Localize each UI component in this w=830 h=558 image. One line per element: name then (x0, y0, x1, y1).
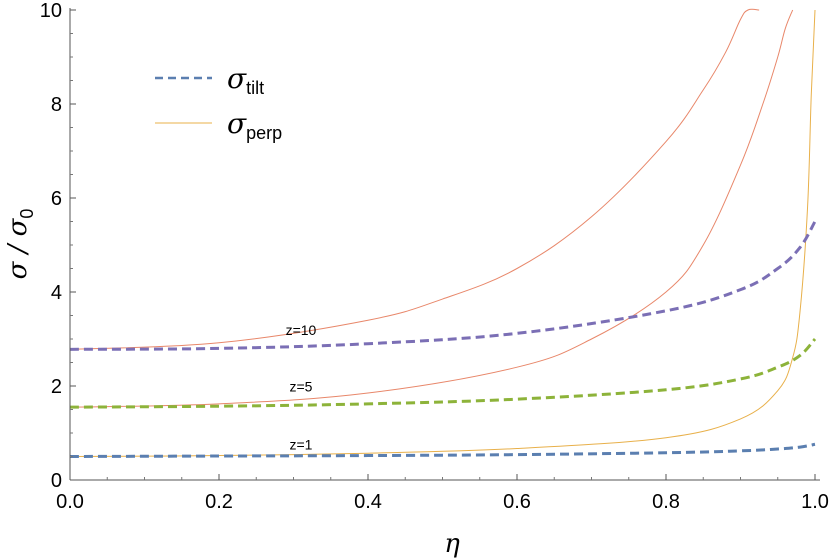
series-layer (70, 8, 817, 458)
y-tick-label: 4 (51, 282, 62, 304)
ticks: 0.0 0.2 0.4 0.6 0.8 1.0 0 2 4 6 8 10 (40, 0, 829, 513)
annotations: z=10 z=5 z=1 (286, 322, 317, 452)
series-line-tilt-z1 (70, 442, 816, 458)
series-line-tilt-z10 (70, 220, 817, 351)
x-tick-label: 0.0 (56, 491, 84, 513)
y-tick-label: 6 (51, 188, 62, 210)
y-axis-label-main: σ / σ (3, 217, 33, 279)
y-axis-label: σ / σ0 (3, 209, 37, 280)
x-tick-label: 0.4 (354, 491, 382, 513)
series-line-perp-z5 (70, 9, 794, 408)
y-axis-label-sub: 0 (17, 209, 37, 219)
y-tick-label: 2 (51, 376, 62, 398)
series-line-perp-z10 (70, 8, 760, 350)
svg-text:σ / σ0: σ / σ0 (3, 209, 37, 280)
legend-label-perp: σperp (227, 107, 282, 143)
curve-annotation: z=10 (286, 322, 317, 338)
axes (69, 8, 820, 481)
y-tick-label: 8 (51, 94, 62, 116)
x-tick-label: 0.6 (503, 491, 531, 513)
curve-annotation: z=5 (289, 379, 312, 395)
x-tick-label: 1.0 (801, 491, 829, 513)
x-tick-label: 0.8 (652, 491, 680, 513)
legend-label-tilt: σtilt (227, 62, 264, 98)
x-axis-label: η (444, 529, 460, 558)
x-tick-label: 0.2 (205, 491, 233, 513)
legend: σtilt σperp (155, 62, 282, 143)
curve-annotation: z=1 (289, 436, 312, 452)
series-line-tilt-z5 (70, 337, 817, 409)
y-tick-label: 10 (40, 0, 62, 22)
y-tick-label: 0 (51, 470, 62, 492)
